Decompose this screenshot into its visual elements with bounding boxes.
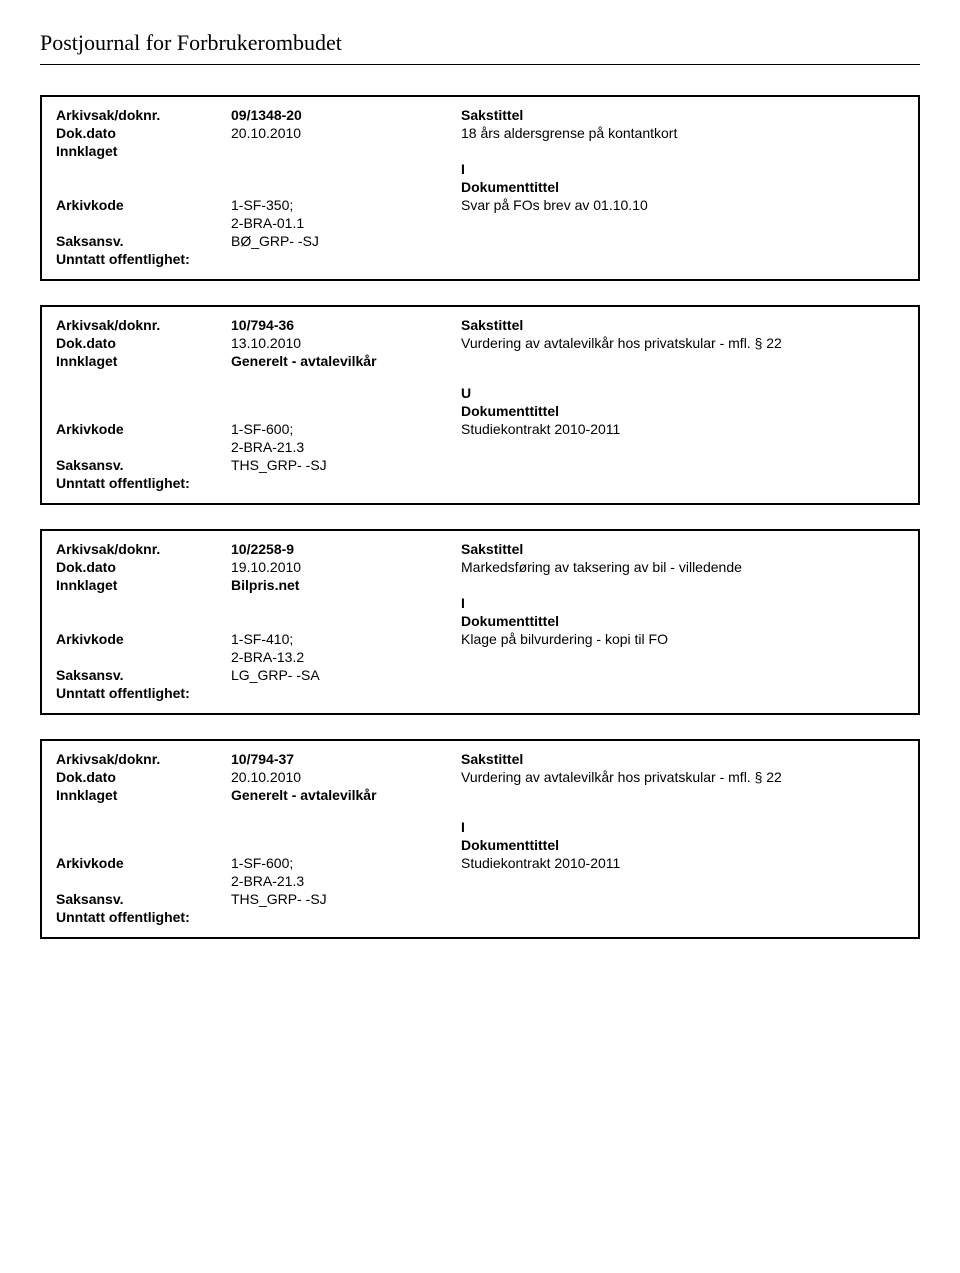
innklaget-label: Innklaget <box>56 143 231 159</box>
saksansv-label: Saksansv. <box>56 891 231 907</box>
doc-type: I <box>461 819 904 835</box>
sakstittel-label: Sakstittel <box>461 317 904 333</box>
sakstittel-label: Sakstittel <box>461 751 904 767</box>
arkivkode-label: Arkivkode <box>56 421 231 437</box>
arkivkode-value-2: 2-BRA-21.3 <box>231 873 461 889</box>
saksansv-label: Saksansv. <box>56 457 231 473</box>
arkivkode-value-2: 2-BRA-21.3 <box>231 439 461 455</box>
sakstittel-label: Sakstittel <box>461 541 904 557</box>
unntatt-label: Unntatt offentlighet: <box>56 685 190 701</box>
dokdato-label: Dok.dato <box>56 335 231 351</box>
innklaget-value: Bilpris.net <box>231 577 461 593</box>
title-rule <box>40 64 920 65</box>
innklaget-value: Generelt - avtalevilkår <box>231 353 461 369</box>
dokumenttittel-value: Svar på FOs brev av 01.10.10 <box>461 197 904 213</box>
journal-record: Arkivsak/doknr.10/794-36Sakstittel Dok.da… <box>40 305 920 505</box>
unntatt-label: Unntatt offentlighet: <box>56 475 190 491</box>
doc-type: I <box>461 595 904 611</box>
dokumenttittel-value: Studiekontrakt 2010-2011 <box>461 421 904 437</box>
dokumenttittel-label: Dokumenttittel <box>461 613 904 629</box>
dokdato-value: 19.10.2010 <box>231 559 461 575</box>
doknr-value: 09/1348-20 <box>231 107 461 123</box>
sakstittel-value: 18 års aldersgrense på kontantkort <box>461 125 904 141</box>
arkivkode-value-2: 2-BRA-01.1 <box>231 215 461 231</box>
arkivkode-label: Arkivkode <box>56 197 231 213</box>
dokumenttittel-label: Dokumenttittel <box>461 837 904 853</box>
saksansv-value: LG_GRP- -SA <box>231 667 461 683</box>
saksansv-value: THS_GRP- -SJ <box>231 891 461 907</box>
sakstittel-label: Sakstittel <box>461 107 904 123</box>
doknr-value: 10/794-36 <box>231 317 461 333</box>
arkivsak-label: Arkivsak/doknr. <box>56 541 231 557</box>
dokdato-label: Dok.dato <box>56 125 231 141</box>
journal-record: Arkivsak/doknr.10/2258-9Sakstittel Dok.da… <box>40 529 920 715</box>
innklaget-value: Generelt - avtalevilkår <box>231 787 461 803</box>
dokdato-label: Dok.dato <box>56 559 231 575</box>
arkivkode-value-2: 2-BRA-13.2 <box>231 649 461 665</box>
arkivkode-value: 1-SF-600; <box>231 855 461 871</box>
innklaget-label: Innklaget <box>56 787 231 803</box>
unntatt-label: Unntatt offentlighet: <box>56 251 190 267</box>
saksansv-value: BØ_GRP- -SJ <box>231 233 461 249</box>
page-title: Postjournal for Forbrukerombudet <box>40 30 920 56</box>
arkivkode-label: Arkivkode <box>56 631 231 647</box>
arkivsak-label: Arkivsak/doknr. <box>56 751 231 767</box>
saksansv-label: Saksansv. <box>56 667 231 683</box>
doknr-value: 10/2258-9 <box>231 541 461 557</box>
unntatt-label: Unntatt offentlighet: <box>56 909 190 925</box>
dokumenttittel-label: Dokumenttittel <box>461 403 904 419</box>
arkivsak-label: Arkivsak/doknr. <box>56 317 231 333</box>
dokumenttittel-value: Klage på bilvurdering - kopi til FO <box>461 631 904 647</box>
sakstittel-value: Vurdering av avtalevilkår hos privatskul… <box>461 769 904 785</box>
spacer <box>56 371 904 385</box>
saksansv-label: Saksansv. <box>56 233 231 249</box>
doc-type: U <box>461 385 904 401</box>
sakstittel-value: Markedsføring av taksering av bil - vill… <box>461 559 904 575</box>
dokdato-value: 20.10.2010 <box>231 125 461 141</box>
dokdato-value: 13.10.2010 <box>231 335 461 351</box>
arkivkode-value: 1-SF-410; <box>231 631 461 647</box>
sakstittel-value: Vurdering av avtalevilkår hos privatskul… <box>461 335 904 351</box>
doc-type: I <box>461 161 904 177</box>
innklaget-label: Innklaget <box>56 353 231 369</box>
dokdato-value: 20.10.2010 <box>231 769 461 785</box>
spacer <box>56 805 904 819</box>
records-container: Arkivsak/doknr.09/1348-20SakstittelDok.d… <box>40 95 920 939</box>
dokumenttittel-label: Dokumenttittel <box>461 179 904 195</box>
journal-record: Arkivsak/doknr.09/1348-20Sakstittel Dok.d… <box>40 95 920 281</box>
journal-record: Arkivsak/doknr.10/794-37Sakstittel Dok.da… <box>40 739 920 939</box>
innklaget-label: Innklaget <box>56 577 231 593</box>
dokdato-label: Dok.dato <box>56 769 231 785</box>
saksansv-value: THS_GRP- -SJ <box>231 457 461 473</box>
arkivsak-label: Arkivsak/doknr. <box>56 107 231 123</box>
arkivkode-value: 1-SF-350; <box>231 197 461 213</box>
arkivkode-value: 1-SF-600; <box>231 421 461 437</box>
arkivkode-label: Arkivkode <box>56 855 231 871</box>
doknr-value: 10/794-37 <box>231 751 461 767</box>
dokumenttittel-value: Studiekontrakt 2010-2011 <box>461 855 904 871</box>
